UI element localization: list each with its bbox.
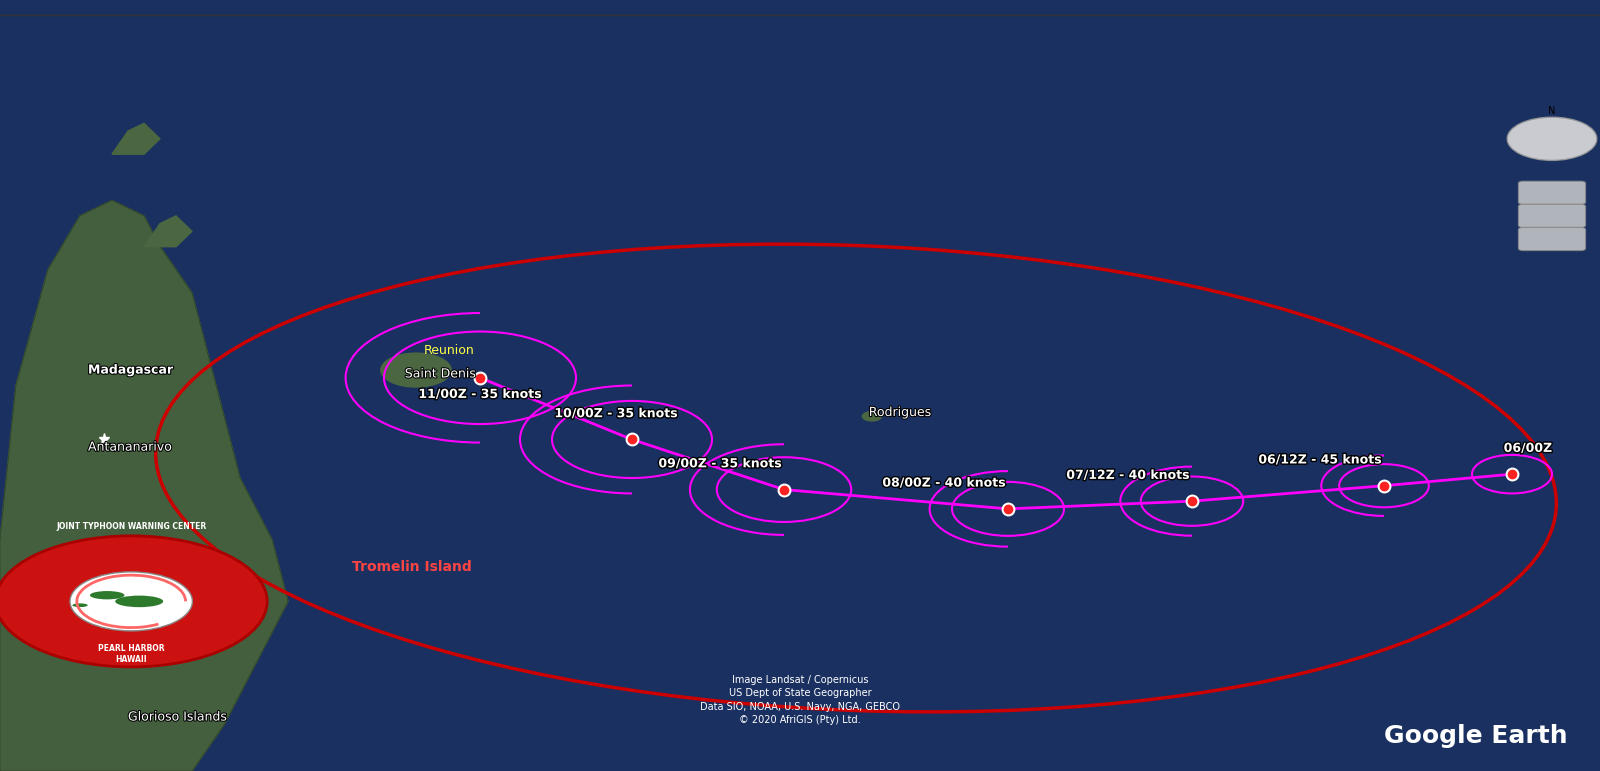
Polygon shape [144, 216, 192, 247]
FancyBboxPatch shape [1518, 227, 1586, 251]
Text: Tromelin Island: Tromelin Island [352, 560, 472, 574]
Text: 10/00Z - 35 knots: 10/00Z - 35 knots [554, 407, 678, 420]
Text: Mamoudzou: Mamoudzou [80, 626, 157, 638]
Text: Madagascar: Madagascar [88, 364, 173, 376]
Polygon shape [112, 123, 160, 154]
Circle shape [862, 412, 882, 421]
Circle shape [381, 353, 451, 387]
Text: 08/00Z - 40 knots: 08/00Z - 40 knots [882, 476, 1006, 490]
Text: 06/00Z: 06/00Z [1504, 442, 1552, 455]
Ellipse shape [72, 604, 88, 607]
Text: Google Earth: Google Earth [1384, 724, 1568, 748]
Text: Rodrigues: Rodrigues [869, 406, 931, 419]
Polygon shape [0, 200, 288, 771]
Ellipse shape [115, 595, 163, 608]
Polygon shape [0, 200, 288, 771]
Text: N: N [1549, 106, 1555, 116]
Text: Antananarivo: Antananarivo [88, 441, 171, 453]
Text: 09/00Z - 35 knots: 09/00Z - 35 knots [659, 457, 781, 470]
Circle shape [70, 572, 192, 631]
Text: JOINT TYPHOON WARNING CENTER: JOINT TYPHOON WARNING CENTER [56, 522, 206, 530]
FancyBboxPatch shape [1518, 181, 1586, 204]
Circle shape [0, 536, 267, 667]
Text: Saint Denis: Saint Denis [405, 368, 477, 380]
Text: 11/00Z - 35 knots: 11/00Z - 35 knots [418, 388, 542, 401]
Text: Reunion: Reunion [424, 345, 475, 357]
Text: 06/12Z - 45 knots: 06/12Z - 45 knots [1258, 453, 1382, 466]
Text: 07/12Z - 40 knots: 07/12Z - 40 knots [1066, 469, 1190, 482]
Text: PEARL HARBOR
HAWAII: PEARL HARBOR HAWAII [98, 644, 165, 664]
Ellipse shape [90, 591, 125, 599]
FancyBboxPatch shape [1518, 204, 1586, 227]
Circle shape [1507, 117, 1597, 160]
Text: Glorioso Islands: Glorioso Islands [128, 711, 227, 723]
Text: Image Landsat / Copernicus
US Dept of State Geographer
Data SIO, NOAA, U.S. Navy: Image Landsat / Copernicus US Dept of St… [701, 675, 899, 725]
